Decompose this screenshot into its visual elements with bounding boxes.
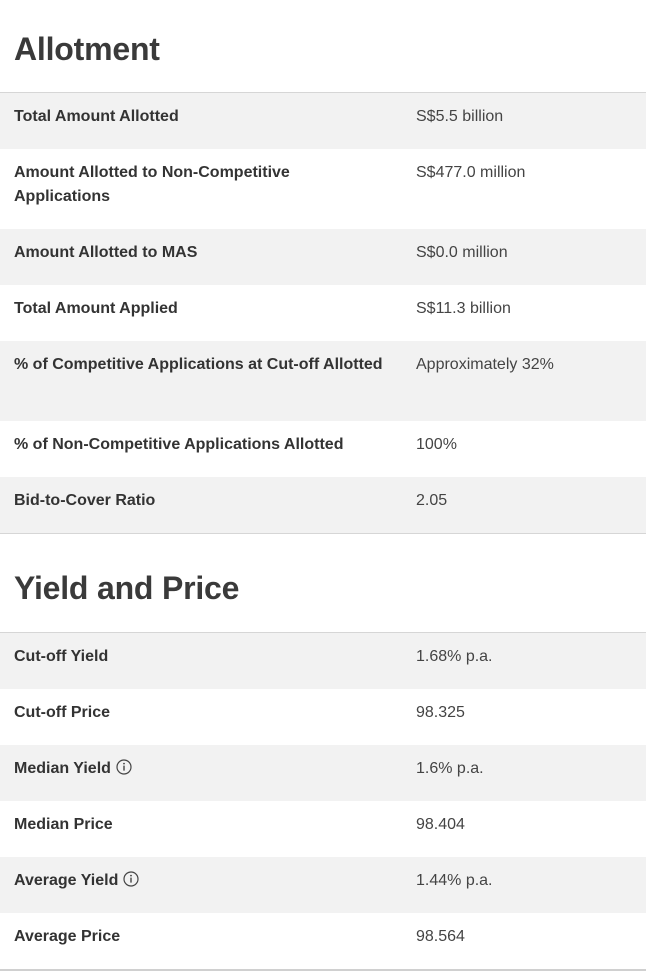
table-row: Median Price 98.404 [0, 801, 646, 857]
table-row: Cut-off Price 98.325 [0, 689, 646, 745]
table-row: Amount Allotted to MAS S$0.0 million [0, 229, 646, 285]
row-value: 2.05 [416, 492, 448, 509]
row-value: 98.404 [416, 816, 465, 833]
table-row: Average Yield 1.44% p.a. [0, 857, 646, 913]
allotment-heading: Allotment [14, 31, 160, 67]
row-label: Total Amount Allotted [14, 108, 179, 125]
info-icon[interactable] [123, 871, 139, 887]
row-label: Total Amount Applied [14, 300, 178, 317]
yield-price-heading: Yield and Price [14, 570, 240, 606]
row-label: Average Price [14, 928, 121, 945]
table-row: Median Yield 1.6% p.a. [0, 745, 646, 801]
table-row: Amount Allotted to Non-Competitive Appli… [0, 149, 646, 229]
row-value: S$0.0 million [416, 244, 508, 261]
row-label-with-icon: Average Yield [0, 869, 402, 913]
row-label-with-icon: Median Yield [0, 757, 402, 801]
row-label: % of Non-Competitive Applications Allott… [14, 436, 344, 453]
yield-price-table: Cut-off Yield 1.68% p.a. Cut-off Price 9… [0, 632, 646, 971]
row-value: S$11.3 billion [416, 300, 511, 317]
row-value: 100% [416, 436, 457, 453]
row-value: 1.68% p.a. [416, 648, 493, 665]
row-value: 98.325 [416, 704, 465, 721]
allotment-table: Total Amount Allotted S$5.5 billion Amou… [0, 92, 646, 534]
row-value: 1.44% p.a. [416, 872, 493, 889]
row-value: S$477.0 million [416, 164, 526, 181]
row-label: % of Competitive Applications at Cut-off… [14, 356, 383, 373]
row-label: Amount Allotted to Non-Competitive Appli… [14, 164, 290, 205]
table-row: % of Competitive Applications at Cut-off… [0, 341, 646, 421]
row-value: 98.564 [416, 928, 465, 945]
table-row: Average Price 98.564 [0, 913, 646, 969]
row-label-text: Median Yield [14, 760, 111, 777]
row-value: 1.6% p.a. [416, 760, 484, 777]
row-value: S$5.5 billion [416, 108, 504, 125]
table-row: Total Amount Allotted S$5.5 billion [0, 93, 646, 149]
row-label-text: Average Yield [14, 872, 119, 889]
row-label: Amount Allotted to MAS [14, 244, 198, 261]
row-label: Cut-off Yield [14, 648, 109, 665]
row-label: Median Price [14, 816, 113, 833]
row-value: Approximately 32% [416, 356, 554, 373]
table-row: % of Non-Competitive Applications Allott… [0, 421, 646, 477]
table-row: Bid-to-Cover Ratio 2.05 [0, 477, 646, 533]
row-label: Bid-to-Cover Ratio [14, 492, 156, 509]
table-row: Total Amount Applied S$11.3 billion [0, 285, 646, 341]
row-label: Cut-off Price [14, 704, 110, 721]
table-row: Cut-off Yield 1.68% p.a. [0, 633, 646, 689]
info-icon[interactable] [116, 759, 132, 775]
